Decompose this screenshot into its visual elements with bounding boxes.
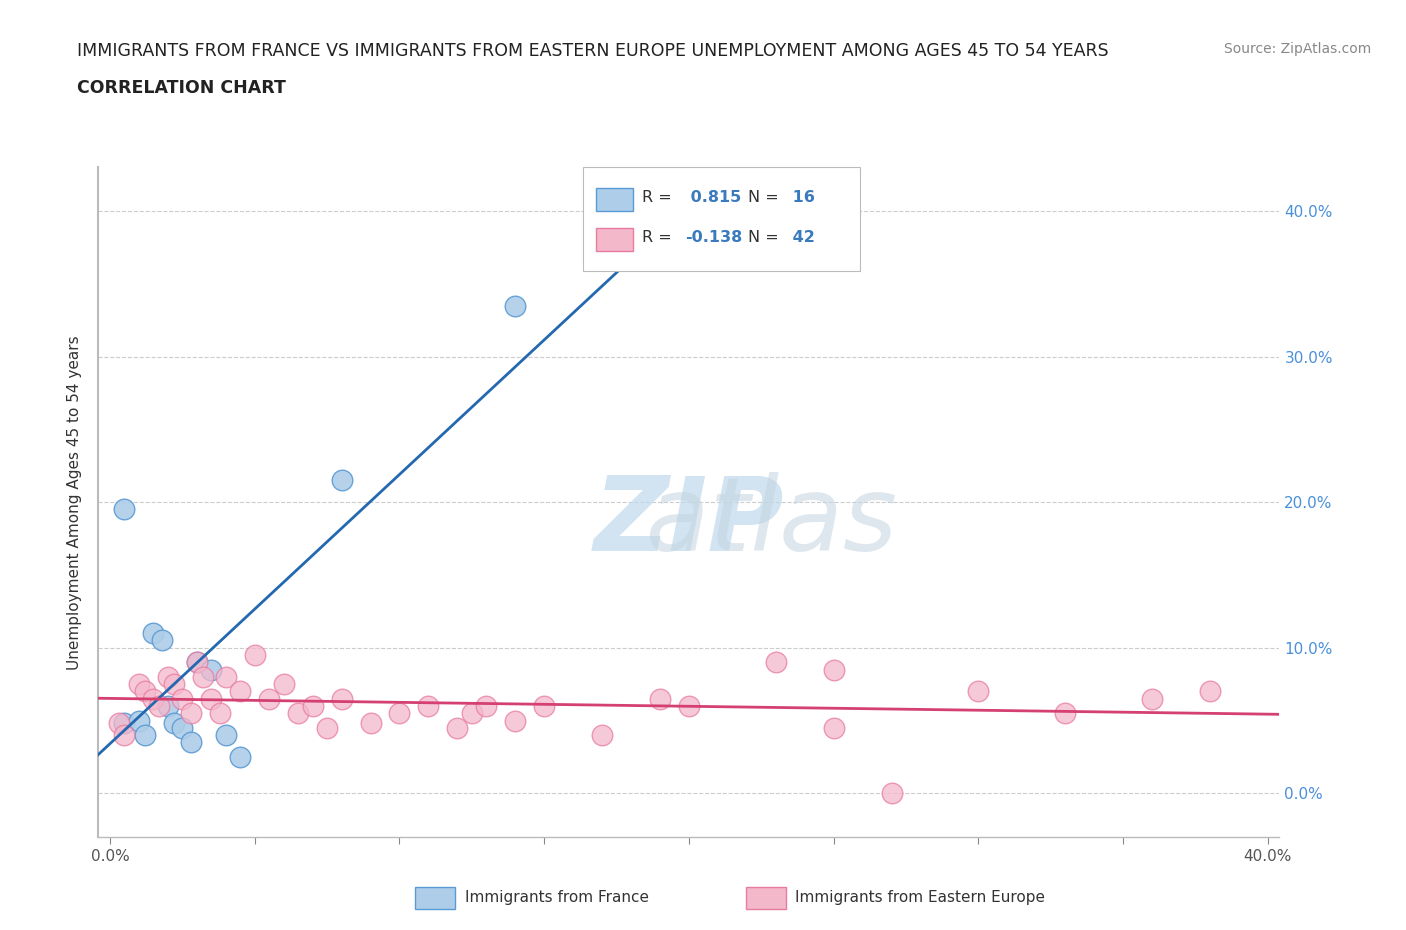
Point	[215, 727, 238, 742]
Point	[678, 698, 700, 713]
Point	[208, 706, 231, 721]
Text: ZIP: ZIP	[593, 472, 785, 573]
Y-axis label: Unemployment Among Ages 45 to 54 years: Unemployment Among Ages 45 to 54 years	[67, 335, 83, 670]
Point	[134, 684, 156, 698]
Point	[142, 626, 165, 641]
Point	[156, 698, 179, 713]
Point	[172, 721, 194, 736]
Point	[880, 786, 903, 801]
Point	[156, 670, 179, 684]
Point	[148, 698, 170, 713]
Text: Immigrants from France: Immigrants from France	[464, 890, 648, 905]
Point	[229, 684, 252, 698]
Point	[191, 670, 214, 684]
Point	[186, 655, 208, 670]
Point	[503, 713, 526, 728]
Point	[257, 691, 280, 706]
FancyBboxPatch shape	[596, 229, 634, 251]
Point	[1199, 684, 1222, 698]
Point	[243, 647, 266, 662]
Text: N =: N =	[748, 231, 785, 246]
Point	[128, 713, 150, 728]
FancyBboxPatch shape	[582, 167, 860, 272]
Point	[388, 706, 411, 721]
Point	[765, 655, 787, 670]
Point	[200, 662, 222, 677]
Point	[142, 691, 165, 706]
Point	[591, 727, 613, 742]
Text: R =: R =	[641, 190, 676, 205]
Point	[823, 662, 845, 677]
Point	[163, 716, 186, 731]
Text: CORRELATION CHART: CORRELATION CHART	[77, 79, 287, 97]
FancyBboxPatch shape	[596, 188, 634, 211]
Point	[200, 691, 222, 706]
Point	[180, 706, 202, 721]
Text: Source: ZipAtlas.com: Source: ZipAtlas.com	[1223, 42, 1371, 56]
Point	[107, 716, 129, 731]
Point	[967, 684, 990, 698]
Text: -0.138: -0.138	[685, 231, 742, 246]
Point	[172, 691, 194, 706]
Point	[533, 698, 555, 713]
Text: Immigrants from Eastern Europe: Immigrants from Eastern Europe	[796, 890, 1045, 905]
Point	[330, 691, 353, 706]
Text: 42: 42	[787, 231, 815, 246]
Point	[446, 721, 468, 736]
Point	[128, 677, 150, 692]
Text: N =: N =	[748, 190, 785, 205]
Text: R =: R =	[641, 231, 676, 246]
Point	[1054, 706, 1077, 721]
Point	[163, 677, 186, 692]
Text: atlas: atlas	[481, 472, 897, 572]
Point	[114, 727, 136, 742]
Point	[418, 698, 440, 713]
Point	[287, 706, 309, 721]
Point	[1140, 691, 1163, 706]
FancyBboxPatch shape	[745, 887, 786, 909]
Point	[475, 698, 498, 713]
Point	[114, 502, 136, 517]
Point	[114, 716, 136, 731]
Text: 16: 16	[787, 190, 815, 205]
Point	[360, 716, 382, 731]
Point	[180, 735, 202, 750]
Point	[150, 633, 173, 648]
Point	[316, 721, 339, 736]
Point	[330, 473, 353, 488]
Point	[215, 670, 238, 684]
Point	[134, 727, 156, 742]
Point	[461, 706, 484, 721]
Point	[186, 655, 208, 670]
Point	[648, 691, 671, 706]
Point	[503, 299, 526, 313]
Point	[823, 721, 845, 736]
Point	[229, 750, 252, 764]
FancyBboxPatch shape	[415, 887, 456, 909]
Point	[273, 677, 295, 692]
Text: IMMIGRANTS FROM FRANCE VS IMMIGRANTS FROM EASTERN EUROPE UNEMPLOYMENT AMONG AGES: IMMIGRANTS FROM FRANCE VS IMMIGRANTS FRO…	[77, 42, 1109, 60]
Point	[301, 698, 323, 713]
Text: 0.815: 0.815	[685, 190, 741, 205]
